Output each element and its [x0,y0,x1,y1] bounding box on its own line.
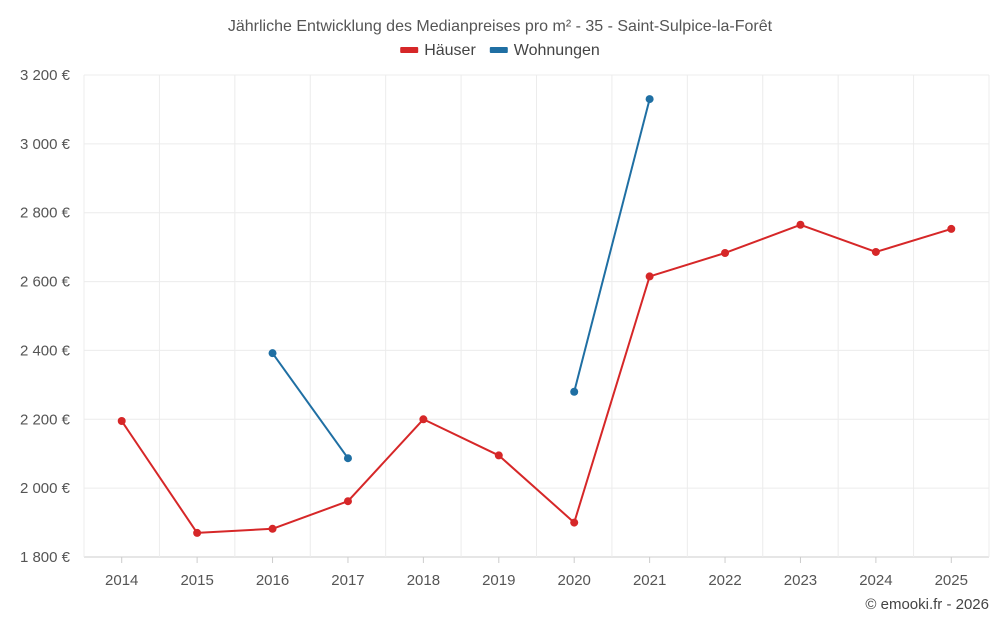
y-tick-label: 1 800 € [20,549,71,566]
data-point[interactable] [268,349,277,358]
data-point[interactable] [494,451,503,460]
y-tick-label: 3 200 € [20,67,71,84]
x-tick-label: 2025 [935,572,968,589]
x-tick-label: 2020 [558,572,591,589]
x-tick-label: 2018 [407,572,440,589]
data-point[interactable] [721,248,730,257]
x-tick-label: 2015 [180,572,213,589]
data-point[interactable] [193,528,202,537]
data-point[interactable] [117,417,126,426]
series-0 [117,220,956,537]
y-tick-label: 2 600 € [20,274,71,291]
x-tick-label: 2024 [859,572,892,589]
y-tick-label: 3 000 € [20,136,71,153]
y-tick-label: 2 200 € [20,411,71,428]
series-line [573,98,651,392]
legend-label: Wohnungen [514,42,600,59]
legend-label: Häuser [424,42,476,59]
data-point[interactable] [570,387,579,396]
legend-item[interactable]: Häuser [400,42,476,59]
data-point[interactable] [343,497,352,506]
data-point[interactable] [645,272,654,281]
series-1 [268,95,654,463]
x-tick-label: 2017 [331,572,364,589]
x-tick-label: 2014 [105,572,138,589]
x-tick-label: 2022 [708,572,741,589]
x-axis: 2014 2015 2016 2017 2018 2019 2020 2021 2022 2023… [105,557,968,589]
legend-swatch [489,47,508,53]
credit-text: © emooki.fr - 2026 [865,596,989,613]
y-tick-label: 2 400 € [20,342,71,359]
chart-title: Jährliche Entwicklung des Medianpreises … [228,18,773,35]
x-tick-label: 2016 [256,572,289,589]
data-point[interactable] [570,518,579,527]
x-tick-label: 2023 [784,572,817,589]
data-point[interactable] [343,454,352,463]
x-tick-label: 2021 [633,572,666,589]
legend-swatch [400,47,419,53]
grid [83,74,990,558]
series-line [271,352,349,459]
series-layer [117,95,956,537]
y-tick-label: 2 000 € [20,480,71,497]
data-point[interactable] [796,220,805,229]
y-axis: 1 800 € 2 000 € 2 200 € 2 400 € 2 600 € 2 800… [20,67,71,566]
data-point[interactable] [871,247,880,256]
data-point[interactable] [268,524,277,533]
legend: Häuser Wohnungen [400,42,600,59]
y-tick-label: 2 800 € [20,205,71,222]
series-line [120,223,952,534]
x-tick-label: 2019 [482,572,515,589]
data-point[interactable] [645,95,654,104]
legend-item[interactable]: Wohnungen [489,42,600,59]
data-point[interactable] [419,415,428,424]
data-point[interactable] [947,224,956,233]
